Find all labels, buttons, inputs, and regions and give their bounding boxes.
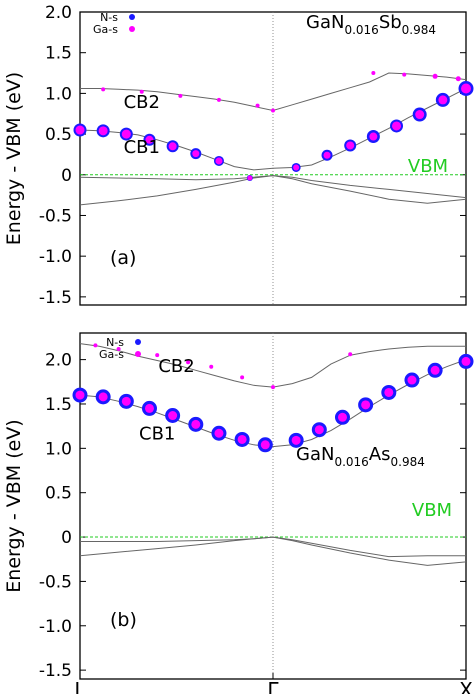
ga-s-point [438,95,448,105]
x-tick-label: Γ [267,678,279,694]
y-tick-label: 0.5 [45,484,72,504]
ga-s-point [121,129,131,139]
ga-s-point [121,396,131,406]
vbm-label: VBM [408,156,448,177]
legend-label: N-s [106,336,124,349]
ga-s-point [337,412,347,422]
y-tick-label: -0.5 [39,206,72,226]
ga-s-point [216,97,221,102]
ga-s-point [214,428,224,438]
ga-s-point [155,353,160,358]
legend-label: Ga-s [93,23,118,36]
ga-s-point [314,425,324,435]
ga-s-point [392,121,402,131]
ga-s-point [191,419,201,429]
ga-s-point [139,89,144,94]
ga-s-point [271,385,275,390]
y-tick-label: 1.5 [45,44,72,64]
ga-s-point [430,365,440,375]
ga-s-point [192,150,200,158]
legend-label: N-s [100,11,118,24]
ga-s-point [361,400,371,410]
y-tick-label: -1.0 [39,247,72,267]
x-tick-label: L [74,678,86,694]
ga-s-point [93,343,98,348]
ga-s-point [168,411,178,421]
y-tick-label: 0.5 [45,125,72,145]
ga-s-point [323,151,331,159]
legend-marker [129,14,135,20]
ga-s-point [348,352,353,357]
ga-s-point [144,403,154,413]
ga-s-point [255,103,260,108]
ga-s-point [237,434,247,444]
panel-label: (a) [110,247,136,269]
ga-s-point [98,392,108,402]
band-line [79,88,467,171]
y-axis-label: Energy - VBM (eV) [3,419,25,592]
legend-label: Ga-s [99,348,124,361]
ga-s-point [209,364,214,369]
material-formula: GaN0.016Sb0.984 [306,12,436,37]
band-annotation: CB2 [158,356,194,377]
ga-s-point [371,71,376,76]
y-tick-label: -0.5 [39,572,72,592]
x-tick-label: X [459,678,473,694]
ga-s-point [402,72,407,77]
ga-s-point [178,93,183,98]
ga-s-point [240,375,245,380]
ga-s-point [75,390,85,400]
ga-s-point [271,108,275,113]
ga-s-point [116,346,121,351]
band-annotation: CB1 [139,423,175,444]
y-tick-label: 2.0 [45,3,72,23]
legend-marker [129,26,135,32]
ga-s-point [260,440,270,450]
chart-panel-a: 2.0 1.5 1.0 0.5 0 -0.5 -1.0 -1.5 Energy - VBM (e… [3,3,474,308]
ga-s-point [461,83,471,94]
ga-s-point [247,175,253,181]
ga-s-point [415,110,425,120]
ga-s-point [186,360,191,365]
ga-s-point [101,87,106,92]
ga-s-point [369,132,378,141]
y-tick-label: 0 [61,528,72,548]
y-tick-label: -1.5 [39,288,72,308]
chart-panel-b: 2.0 1.5 1.0 0.5 0 -0.5 -1.0 -1.5 Energy - VBM (e… [3,332,474,698]
ga-s-point [145,135,154,144]
vbm-label: VBM [412,500,452,521]
y-tick-label: 2.0 [45,351,72,371]
ga-s-point [461,356,471,366]
material-formula: GaN0.016As0.984 [296,444,425,469]
ga-s-point [98,126,108,136]
legend-marker [135,351,141,357]
panel-label: (b) [110,609,137,631]
ga-s-point [293,164,300,171]
band-annotation: CB1 [124,137,160,158]
ga-s-point [168,142,177,151]
y-tick-label: -1.0 [39,617,72,637]
y-tick-label: -1.5 [39,661,72,681]
ga-s-point [432,73,438,79]
ga-s-point [384,387,394,397]
band-annotation: CB2 [124,92,160,113]
y-tick-label: 1.5 [45,395,72,415]
y-axis-label: Energy - VBM (eV) [3,72,25,245]
y-tick-label: 1.0 [45,439,72,459]
band-line [79,175,467,206]
ga-s-point [75,125,85,135]
band-line [79,536,467,566]
ga-s-point [346,141,355,150]
ga-s-point [455,76,461,82]
y-tick-label: 1.0 [45,84,72,104]
ga-s-point [291,435,301,445]
ga-s-point [215,157,223,165]
ga-s-point [407,375,417,385]
legend-marker [135,339,141,345]
y-tick-label: 0 [61,166,72,186]
